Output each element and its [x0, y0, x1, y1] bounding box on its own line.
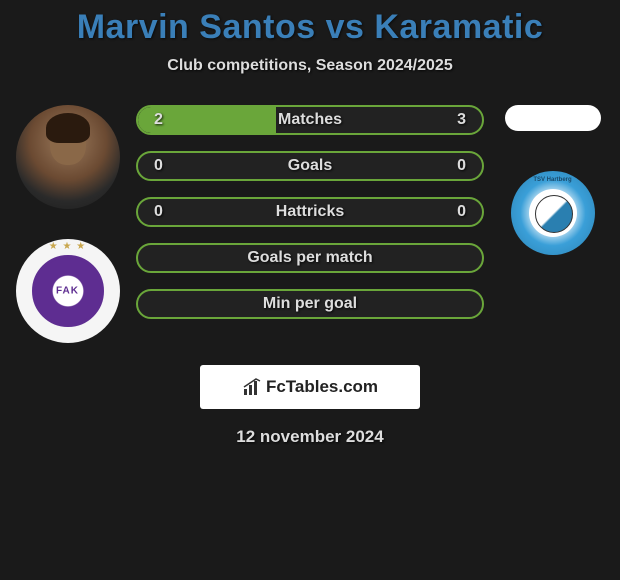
- comparison-card: Marvin Santos vs Karamatic Club competit…: [0, 0, 620, 455]
- stat-label: Goals per match: [247, 249, 372, 267]
- date-label: 12 november 2024: [0, 427, 620, 447]
- club-crest-left: [32, 255, 104, 327]
- main-row: ★ ★ ★ 2 Matches 3 0 Goals 0 0 Hattricks 0 Goals p…: [0, 105, 620, 343]
- club-badge-left: ★ ★ ★: [16, 239, 120, 343]
- stat-value-left: 0: [154, 203, 168, 221]
- stat-label: Goals: [288, 157, 332, 175]
- stat-label: Hattricks: [276, 203, 344, 221]
- stat-bar: Goals per match: [136, 243, 484, 273]
- left-column: ★ ★ ★: [5, 105, 130, 343]
- stat-bar: 0 Hattricks 0: [136, 197, 484, 227]
- stat-bar: Min per goal: [136, 289, 484, 319]
- club-badge-right-text: TSV Hartberg: [511, 177, 595, 183]
- stars-icon: ★ ★ ★: [49, 241, 86, 252]
- stat-value-right: 0: [452, 203, 466, 221]
- player-avatar-left: [16, 105, 120, 209]
- subtitle: Club competitions, Season 2024/2025: [0, 57, 620, 75]
- branding-text: FcTables.com: [266, 377, 378, 397]
- player-avatar-right-placeholder: [505, 105, 601, 131]
- right-column: TSV Hartberg: [490, 105, 615, 255]
- stat-label: Matches: [278, 111, 342, 129]
- stat-value-left: 0: [154, 157, 168, 175]
- stats-column: 2 Matches 3 0 Goals 0 0 Hattricks 0 Goals per mat…: [130, 105, 490, 319]
- chart-icon: [242, 377, 262, 397]
- stat-bar: 0 Goals 0: [136, 151, 484, 181]
- club-badge-right: TSV Hartberg: [511, 171, 595, 255]
- stat-value-right: 0: [452, 157, 466, 175]
- stat-value-left: 2: [154, 111, 168, 129]
- branding-box: FcTables.com: [200, 365, 420, 409]
- stat-value-right: 3: [452, 111, 466, 129]
- stat-bar: 2 Matches 3: [136, 105, 484, 135]
- stat-label: Min per goal: [263, 295, 357, 313]
- club-crest-right: [529, 189, 577, 237]
- page-title: Marvin Santos vs Karamatic: [0, 8, 620, 47]
